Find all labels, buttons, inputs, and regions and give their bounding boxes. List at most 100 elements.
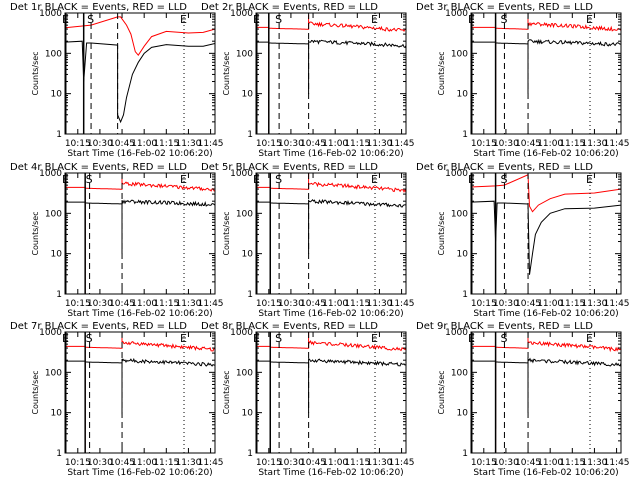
x-tick-label: 11:45: [198, 458, 224, 468]
x-tick-label: 10:15: [471, 458, 497, 468]
y-tick-label: 100: [45, 368, 62, 378]
x-axis-label: Start Time (16-Feb-02 10:06:20): [473, 149, 618, 159]
y-tick-label: 10: [457, 409, 469, 419]
x-tick-label: 11:45: [198, 299, 224, 309]
x-tick-label: 11:15: [153, 139, 179, 149]
panel-title: Det 8r BLACK = Events, RED = LLD: [201, 321, 378, 332]
y-tick-label: 1000: [445, 9, 468, 19]
y-tick-label: 100: [236, 209, 253, 219]
y-tick-label: 10: [457, 90, 469, 100]
y-tick-label: 100: [451, 209, 468, 219]
y-tick-label: 10: [242, 90, 254, 100]
x-tick-label: 11:15: [559, 139, 585, 149]
marker-label-e-right: E: [371, 173, 378, 186]
plot-frame: [470, 172, 622, 295]
y-tick-label: 1: [462, 449, 468, 459]
x-tick-label: 10:45: [109, 458, 135, 468]
y-tick-label: 1000: [230, 9, 253, 19]
y-tick-label: 1000: [445, 328, 468, 338]
marker-label-s: S: [275, 173, 282, 186]
x-tick-label: 10:30: [87, 139, 113, 149]
series-line-lld: [471, 332, 621, 453]
x-axis-label: Start Time (16-Feb-02 10:06:20): [67, 309, 212, 319]
x-axis-label: Start Time (16-Feb-02 10:06:20): [258, 309, 403, 319]
plot-frame: [255, 172, 407, 295]
y-tick-label: 1000: [39, 169, 62, 179]
marker-label-s: S: [86, 173, 93, 186]
x-tick-label: 11:30: [581, 299, 607, 309]
marker-label-e-right: E: [586, 173, 593, 186]
y-tick-label: 10: [51, 250, 63, 260]
x-tick-label: 10:45: [515, 299, 541, 309]
x-tick-label: 10:15: [256, 458, 282, 468]
x-tick-label: 10:30: [493, 139, 519, 149]
marker-label-e-right: E: [180, 332, 187, 345]
x-tick-label: 11:45: [198, 139, 224, 149]
series-line-lld: [471, 13, 621, 134]
series-line-lld: [65, 333, 215, 453]
y-tick-label: 1000: [230, 169, 253, 179]
x-tick-label: 11:15: [559, 299, 585, 309]
x-tick-label: 11:45: [389, 299, 415, 309]
x-axis-label: Start Time (16-Feb-02 10:06:20): [258, 149, 403, 159]
x-tick-label: 11:00: [131, 139, 157, 149]
y-axis-label: Counts/sec: [31, 211, 40, 255]
x-tick-label: 10:15: [471, 299, 497, 309]
x-tick-label: 11:15: [344, 299, 370, 309]
marker-label-s: S: [87, 13, 94, 26]
plot-frame: [64, 172, 216, 295]
marker-label-e-right: E: [371, 332, 378, 345]
x-tick-label: 10:30: [87, 299, 113, 309]
y-tick-label: 1: [247, 449, 253, 459]
panel-title: Det 7r BLACK = Events, RED = LLD: [10, 321, 187, 332]
x-tick-label: 10:45: [300, 458, 326, 468]
x-tick-label: 10:45: [300, 299, 326, 309]
y-axis-label: Counts/sec: [437, 370, 446, 414]
x-tick-label: 11:45: [604, 299, 630, 309]
marker-label-s: S: [500, 13, 507, 26]
x-tick-label: 11:00: [322, 458, 348, 468]
x-tick-label: 11:30: [366, 139, 392, 149]
y-tick-label: 1000: [230, 328, 253, 338]
x-tick-label: 10:45: [515, 458, 541, 468]
x-tick-label: 11:30: [175, 139, 201, 149]
y-tick-label: 10: [242, 409, 254, 419]
y-tick-label: 100: [45, 49, 62, 59]
y-tick-label: 100: [451, 368, 468, 378]
x-tick-label: 11:00: [322, 299, 348, 309]
x-axis-label: Start Time (16-Feb-02 10:06:20): [67, 468, 212, 478]
panel-title: Det 6r BLACK = Events, RED = LLD: [416, 162, 593, 173]
series-line-lld: [471, 174, 621, 213]
y-tick-label: 100: [236, 49, 253, 59]
x-tick-label: 11:15: [344, 139, 370, 149]
x-tick-label: 10:30: [493, 458, 519, 468]
series-line-events: [256, 198, 406, 270]
y-axis-label: Counts/sec: [437, 51, 446, 95]
x-axis-label: Start Time (16-Feb-02 10:06:20): [67, 149, 212, 159]
plot-frame: [64, 331, 216, 454]
y-tick-label: 1: [247, 290, 253, 300]
marker-label-s: S: [275, 332, 282, 345]
series-line-lld: [65, 16, 215, 57]
x-tick-label: 11:30: [366, 299, 392, 309]
x-axis-label: Start Time (16-Feb-02 10:06:20): [258, 468, 403, 478]
marker-label-e-right: E: [371, 13, 378, 26]
y-tick-label: 10: [51, 90, 63, 100]
y-tick-label: 10: [457, 250, 469, 260]
x-tick-label: 10:15: [65, 458, 91, 468]
panel-title: Det 4r BLACK = Events, RED = LLD: [10, 162, 187, 173]
y-tick-label: 100: [236, 368, 253, 378]
x-tick-label: 11:00: [131, 299, 157, 309]
series-line-events: [256, 357, 406, 429]
y-axis-label: Counts/sec: [31, 51, 40, 95]
y-tick-label: 1: [56, 290, 62, 300]
x-tick-label: 11:45: [604, 458, 630, 468]
y-axis-label: Counts/sec: [437, 211, 446, 255]
x-tick-label: 11:45: [389, 139, 415, 149]
